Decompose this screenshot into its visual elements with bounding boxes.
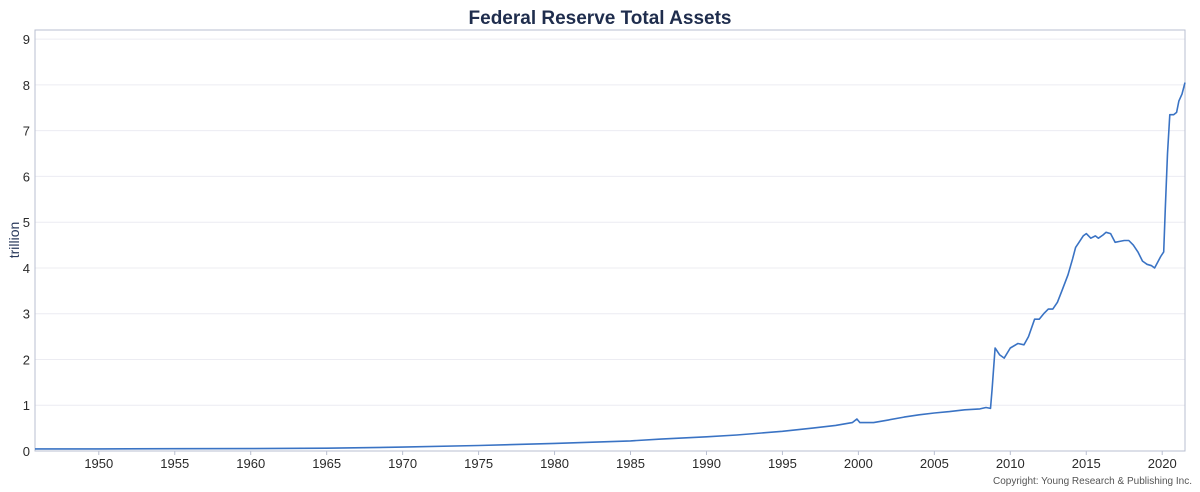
x-tick-label: 2000	[844, 456, 873, 471]
series-line	[35, 82, 1186, 450]
y-tick-label: 4	[23, 261, 30, 276]
x-tick-label: 2010	[996, 456, 1025, 471]
plot-area-frame	[34, 29, 1186, 452]
x-tick-label: 2020	[1148, 456, 1177, 471]
copyright-note: Copyright: Young Research & Publishing I…	[993, 476, 1192, 487]
y-tick-label: 9	[23, 32, 30, 47]
x-tick-label: 1975	[464, 456, 493, 471]
x-tick-label: 2005	[920, 456, 949, 471]
x-tick-label: 1965	[312, 456, 341, 471]
y-tick-label: 6	[23, 169, 30, 184]
grid-lines	[35, 38, 1185, 406]
x-tick-label: 1990	[692, 456, 721, 471]
y-axis-ticks: 0 1 2 3 4 5 6 7 8 9	[23, 32, 30, 459]
y-tick-label: 8	[23, 78, 30, 93]
x-tick-label: 1955	[160, 456, 189, 471]
y-tick-label: 5	[23, 215, 30, 230]
x-axis-ticks: 1950 1955 1960 1965 1970 1975 1980 1985 1990 1995…	[84, 451, 1177, 471]
x-tick-label: 1980	[540, 456, 569, 471]
x-tick-label: 1985	[616, 456, 645, 471]
y-tick-label: 7	[23, 124, 30, 139]
x-tick-label: 1960	[236, 456, 265, 471]
chart-title: Federal Reserve Total Assets	[469, 8, 732, 29]
x-tick-label: 2015	[1072, 456, 1101, 471]
y-tick-label: 3	[23, 307, 30, 322]
x-tick-label: 1970	[388, 456, 417, 471]
y-tick-label: 0	[23, 444, 30, 459]
y-axis-label: trillion	[6, 222, 22, 259]
x-tick-label: 1950	[84, 456, 113, 471]
y-tick-label: 1	[23, 398, 30, 413]
y-tick-label: 2	[23, 352, 30, 367]
x-tick-label: 1995	[768, 456, 797, 471]
series-layer	[35, 82, 1186, 450]
